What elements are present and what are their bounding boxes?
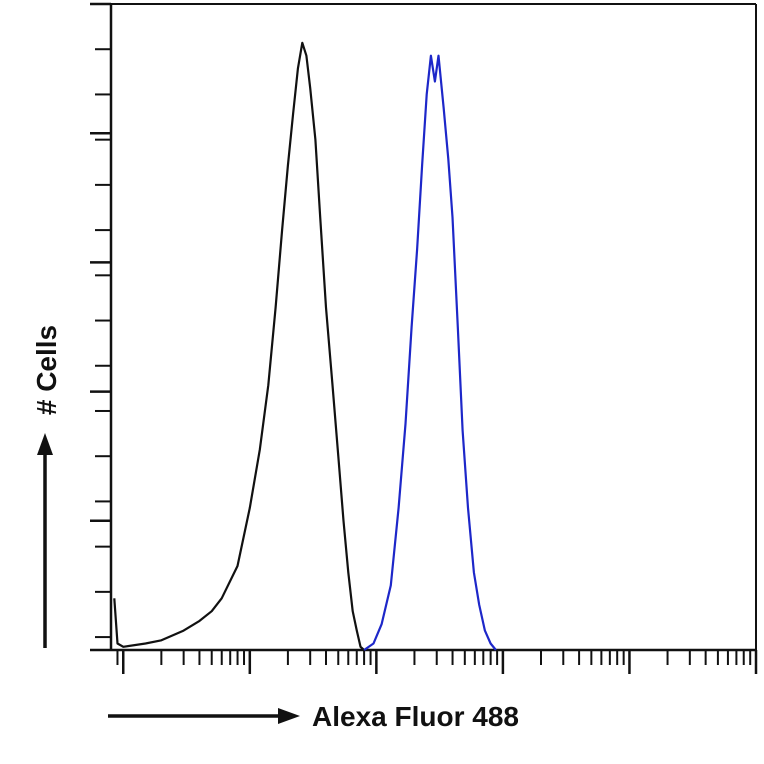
x-axis-arrow-head: [278, 708, 300, 724]
y-axis-arrow-head: [37, 433, 53, 455]
y-axis-label: # Cells: [31, 325, 62, 415]
x-axis-ticks: [116, 650, 758, 674]
y-axis-label-group: # Cells: [31, 325, 62, 648]
x-axis-label: Alexa Fluor 488: [312, 701, 519, 732]
plot-frame: [109, 3, 757, 652]
histogram-series-1: [113, 41, 365, 651]
y-axis-ticks: [90, 2, 111, 652]
series-layer: [113, 41, 497, 651]
x-axis-label-group: Alexa Fluor 488: [108, 701, 519, 732]
histogram-series-2: [363, 54, 497, 651]
